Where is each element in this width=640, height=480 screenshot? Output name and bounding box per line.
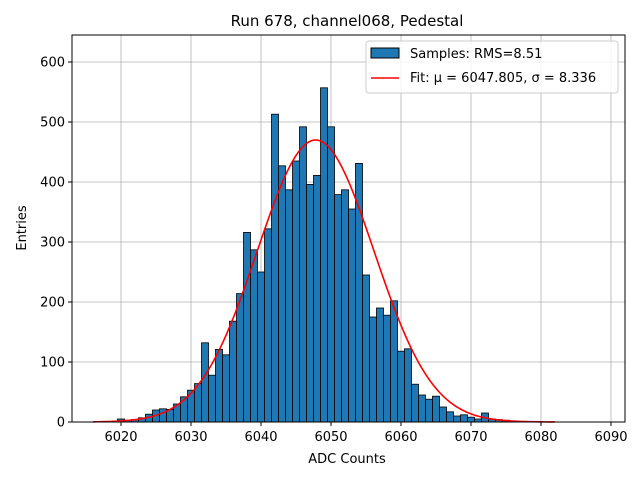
histogram-bar — [313, 174, 321, 423]
histogram-bar — [341, 189, 349, 423]
x-tick-label: 6080 — [524, 430, 557, 445]
histogram-bar — [460, 414, 468, 423]
histogram-bar — [229, 320, 237, 423]
y-tick-label: 300 — [40, 236, 65, 251]
histogram-bar — [271, 113, 279, 423]
x-axis-ticks: 6020 6030 6040 6050 6060 6070 6080 6090 — [104, 422, 628, 445]
histogram-bar — [383, 314, 391, 423]
histogram-bar — [250, 249, 258, 423]
histogram-bar — [425, 398, 433, 423]
histogram-bar — [215, 348, 223, 423]
legend-label-samples: Samples: RMS=8.51 — [410, 47, 542, 62]
fit-curve — [92, 139, 556, 423]
histogram-bar — [348, 208, 356, 423]
histogram-bar — [439, 406, 447, 423]
y-tick-label: 0 — [57, 416, 65, 431]
histogram-bar — [299, 126, 307, 423]
histogram-bar — [278, 165, 286, 423]
plot-frame — [71, 34, 626, 423]
legend-swatch-samples — [370, 47, 400, 59]
histogram-bar — [467, 416, 475, 423]
x-axis-label: ADC Counts — [308, 452, 386, 467]
histogram-bar — [257, 271, 265, 423]
histogram-bar — [327, 126, 335, 423]
histogram-bar — [201, 342, 209, 423]
x-tick-label: 6060 — [384, 430, 417, 445]
x-tick-label: 6090 — [594, 430, 627, 445]
histogram-bar — [404, 348, 412, 423]
histogram-bar — [390, 300, 398, 423]
legend: Samples: RMS=8.51 Fit: μ = 6047.805, σ =… — [365, 40, 619, 94]
legend-label-fit: Fit: μ = 6047.805, σ = 8.336 — [410, 71, 596, 86]
histogram-bar — [159, 408, 167, 423]
x-tick-label: 6070 — [454, 430, 487, 445]
histogram-bar — [222, 354, 230, 423]
histogram-bar — [236, 293, 244, 423]
histogram-bars — [117, 87, 524, 423]
histogram-bar — [306, 183, 314, 423]
histogram-bar — [243, 231, 251, 423]
histogram-bar — [446, 411, 454, 423]
y-tick-label: 400 — [40, 176, 65, 191]
histogram-bar — [376, 307, 384, 423]
histogram-bar — [264, 228, 272, 423]
histogram-bar — [411, 383, 419, 423]
y-tick-label: 600 — [40, 56, 65, 71]
x-tick-label: 6030 — [174, 430, 207, 445]
y-tick-label: 200 — [40, 296, 65, 311]
histogram-bar — [397, 350, 405, 423]
histogram-bar — [208, 374, 216, 423]
y-tick-label: 500 — [40, 116, 65, 131]
histogram-bar — [320, 87, 328, 423]
histogram-bar — [285, 189, 293, 423]
legend-box — [365, 40, 619, 94]
y-axis-ticks: 0 100 200 300 400 500 600 — [40, 56, 72, 431]
y-tick-label: 100 — [40, 356, 65, 371]
y-axis-label: Entries — [15, 205, 30, 251]
histogram-bar — [292, 160, 300, 423]
histogram-bar — [453, 415, 461, 423]
histogram-bar — [334, 194, 342, 423]
chart-title: Run 678, channel068, Pedestal — [231, 12, 464, 30]
histogram-bar — [418, 394, 426, 423]
histogram-bar — [362, 274, 370, 423]
histogram-bar — [369, 316, 377, 423]
x-tick-label: 6020 — [104, 430, 137, 445]
histogram-bar — [194, 383, 202, 423]
histogram-bar — [432, 395, 440, 423]
x-tick-label: 6040 — [244, 430, 277, 445]
x-tick-label: 6050 — [314, 430, 347, 445]
